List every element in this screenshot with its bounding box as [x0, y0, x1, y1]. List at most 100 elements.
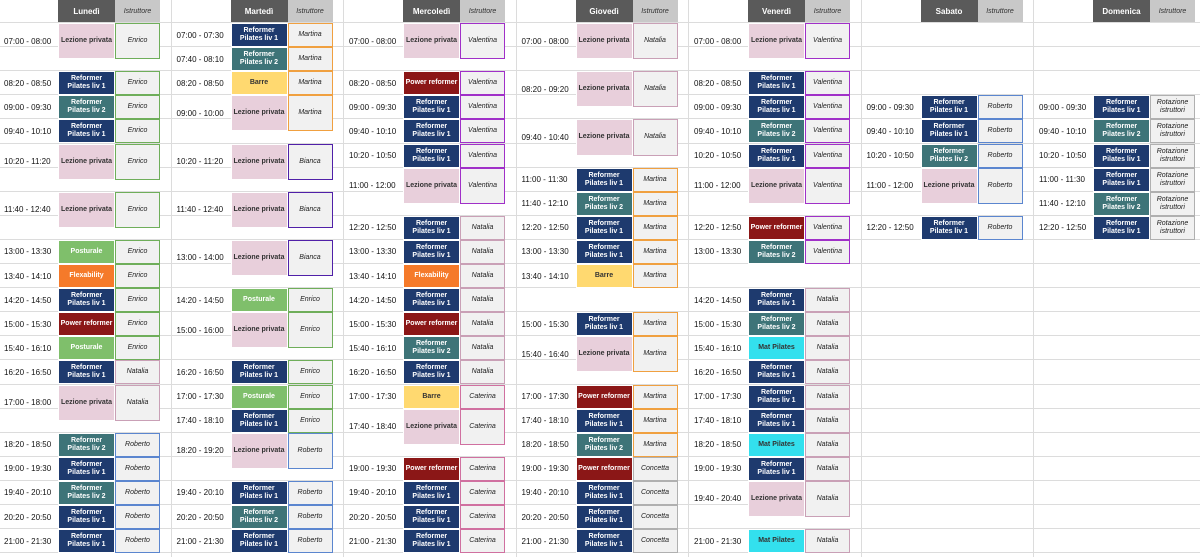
course-cell[interactable]: Lezione privata — [230, 312, 288, 349]
course-cell[interactable]: Reformer Pilates liv 2 — [1093, 119, 1150, 144]
instructor-cell[interactable]: Rotazione istruttori — [1150, 119, 1195, 144]
instructor-cell[interactable]: Valentina — [460, 95, 505, 120]
course-cell[interactable]: Lezione privata — [403, 167, 460, 204]
course-cell[interactable]: Posturale — [230, 384, 288, 409]
instructor-cell[interactable]: Enrico — [287, 408, 333, 433]
instructor-cell[interactable]: Roberto — [977, 167, 1023, 204]
instructor-cell[interactable]: Martina — [632, 264, 678, 289]
instructor-cell[interactable]: Natalia — [805, 408, 850, 433]
instructor-cell[interactable]: Enrico — [287, 288, 333, 313]
course-cell[interactable]: Posturale — [58, 336, 115, 361]
instructor-cell[interactable]: Roberto — [115, 432, 160, 457]
instructor-cell[interactable]: Martina — [632, 312, 678, 337]
course-cell[interactable]: Lezione privata — [748, 23, 805, 60]
course-cell[interactable]: Reformer Pilates liv 1 — [748, 408, 805, 433]
course-cell[interactable]: Power reformer — [58, 312, 115, 337]
instructor-cell[interactable]: Natalia — [460, 336, 505, 361]
instructor-cell[interactable]: Roberto — [115, 480, 160, 505]
course-cell[interactable]: Reformer Pilates liv 1 — [1093, 167, 1150, 192]
course-cell[interactable]: Lezione privata — [403, 408, 460, 445]
course-cell[interactable]: Lezione privata — [575, 23, 633, 60]
course-cell[interactable]: Lezione privata — [230, 239, 288, 277]
course-cell[interactable]: Reformer Pilates liv 1 — [403, 360, 460, 385]
course-cell[interactable]: Reformer Pilates liv 1 — [920, 215, 978, 240]
course-cell[interactable]: Reformer Pilates liv 1 — [748, 143, 805, 168]
course-cell[interactable]: Reformer Pilates liv 2 — [920, 143, 978, 168]
course-cell[interactable]: Reformer Pilates liv 2 — [748, 119, 805, 144]
instructor-cell[interactable]: Natalia — [632, 23, 678, 60]
course-cell[interactable]: Lezione privata — [748, 167, 805, 204]
instructor-cell[interactable]: Martina — [632, 191, 678, 216]
instructor-cell[interactable]: Roberto — [287, 432, 333, 469]
course-cell[interactable]: Flexability — [58, 264, 115, 289]
course-cell[interactable]: Lezione privata — [230, 191, 288, 228]
instructor-cell[interactable]: Natalia — [805, 480, 850, 518]
instructor-cell[interactable]: Martina — [287, 71, 333, 96]
instructor-cell[interactable]: Caterina — [460, 505, 505, 530]
course-cell[interactable]: Power reformer — [403, 71, 460, 96]
course-cell[interactable]: Reformer Pilates liv 2 — [230, 47, 288, 72]
course-cell[interactable]: Power reformer — [403, 312, 460, 337]
instructor-cell[interactable]: Natalia — [460, 264, 505, 289]
course-cell[interactable]: Lezione privata — [230, 143, 288, 180]
instructor-cell[interactable]: Enrico — [115, 143, 160, 180]
instructor-cell[interactable]: Concetta — [632, 456, 678, 481]
instructor-cell[interactable]: Roberto — [977, 95, 1023, 120]
instructor-cell[interactable]: Roberto — [287, 505, 333, 530]
course-cell[interactable]: Reformer Pilates liv 1 — [403, 288, 460, 313]
instructor-cell[interactable]: Roberto — [115, 529, 160, 554]
course-cell[interactable]: Reformer Pilates liv 1 — [748, 360, 805, 385]
course-cell[interactable]: Mat Pilates — [748, 529, 805, 554]
instructor-cell[interactable]: Rotazione istruttori — [1150, 191, 1195, 216]
course-cell[interactable]: Reformer Pilates liv 2 — [1093, 191, 1150, 216]
instructor-cell[interactable]: Valentina — [460, 71, 505, 96]
instructor-cell[interactable]: Natalia — [805, 456, 850, 481]
instructor-cell[interactable]: Martina — [287, 47, 333, 72]
course-cell[interactable]: Reformer Pilates liv 1 — [920, 119, 978, 144]
instructor-cell[interactable]: Enrico — [115, 239, 160, 264]
course-cell[interactable]: Posturale — [230, 288, 288, 313]
course-cell[interactable]: Reformer Pilates liv 1 — [748, 71, 805, 96]
instructor-cell[interactable]: Concetta — [632, 505, 678, 530]
instructor-cell[interactable]: Natalia — [460, 360, 505, 385]
instructor-cell[interactable]: Natalia — [632, 119, 678, 156]
course-cell[interactable]: Lezione privata — [575, 119, 633, 156]
instructor-cell[interactable]: Valentina — [460, 143, 505, 168]
instructor-cell[interactable]: Roberto — [287, 529, 333, 554]
course-cell[interactable]: Lezione privata — [403, 23, 460, 60]
course-cell[interactable]: Barre — [575, 264, 633, 289]
course-cell[interactable]: Reformer Pilates liv 1 — [1093, 95, 1150, 120]
instructor-cell[interactable]: Martina — [632, 408, 678, 433]
instructor-cell[interactable]: Concetta — [632, 529, 678, 554]
course-cell[interactable]: Barre — [230, 71, 288, 96]
instructor-cell[interactable]: Natalia — [805, 288, 850, 313]
instructor-cell[interactable]: Martina — [632, 167, 678, 192]
instructor-cell[interactable]: Valentina — [805, 167, 850, 204]
course-cell[interactable]: Reformer Pilates liv 1 — [575, 167, 633, 192]
instructor-cell[interactable]: Valentina — [805, 95, 850, 120]
instructor-cell[interactable]: Valentina — [460, 167, 505, 204]
course-cell[interactable]: Reformer Pilates liv 1 — [58, 360, 115, 385]
course-cell[interactable]: Reformer Pilates liv 1 — [1093, 215, 1150, 240]
course-cell[interactable]: Reformer Pilates liv 1 — [575, 239, 633, 264]
course-cell[interactable]: Lezione privata — [575, 71, 633, 108]
course-cell[interactable]: Mat Pilates — [748, 336, 805, 361]
instructor-cell[interactable]: Bianca — [287, 191, 333, 228]
instructor-cell[interactable]: Valentina — [805, 143, 850, 168]
instructor-cell[interactable]: Natalia — [805, 312, 850, 337]
course-cell[interactable]: Reformer Pilates liv 2 — [230, 505, 288, 530]
course-cell[interactable]: Reformer Pilates liv 1 — [575, 505, 633, 530]
instructor-cell[interactable]: Martina — [632, 239, 678, 264]
course-cell[interactable]: Reformer Pilates liv 1 — [748, 288, 805, 313]
instructor-cell[interactable]: Enrico — [115, 312, 160, 337]
instructor-cell[interactable]: Natalia — [805, 529, 850, 554]
instructor-cell[interactable]: Natalia — [805, 432, 850, 457]
instructor-cell[interactable]: Natalia — [460, 215, 505, 240]
instructor-cell[interactable]: Enrico — [115, 288, 160, 313]
course-cell[interactable]: Reformer Pilates liv 1 — [403, 95, 460, 120]
course-cell[interactable]: Reformer Pilates liv 2 — [58, 95, 115, 120]
course-cell[interactable]: Reformer Pilates liv 1 — [575, 408, 633, 433]
instructor-cell[interactable]: Roberto — [977, 143, 1023, 168]
course-cell[interactable]: Lezione privata — [58, 23, 115, 60]
course-cell[interactable]: Reformer Pilates liv 1 — [748, 384, 805, 409]
